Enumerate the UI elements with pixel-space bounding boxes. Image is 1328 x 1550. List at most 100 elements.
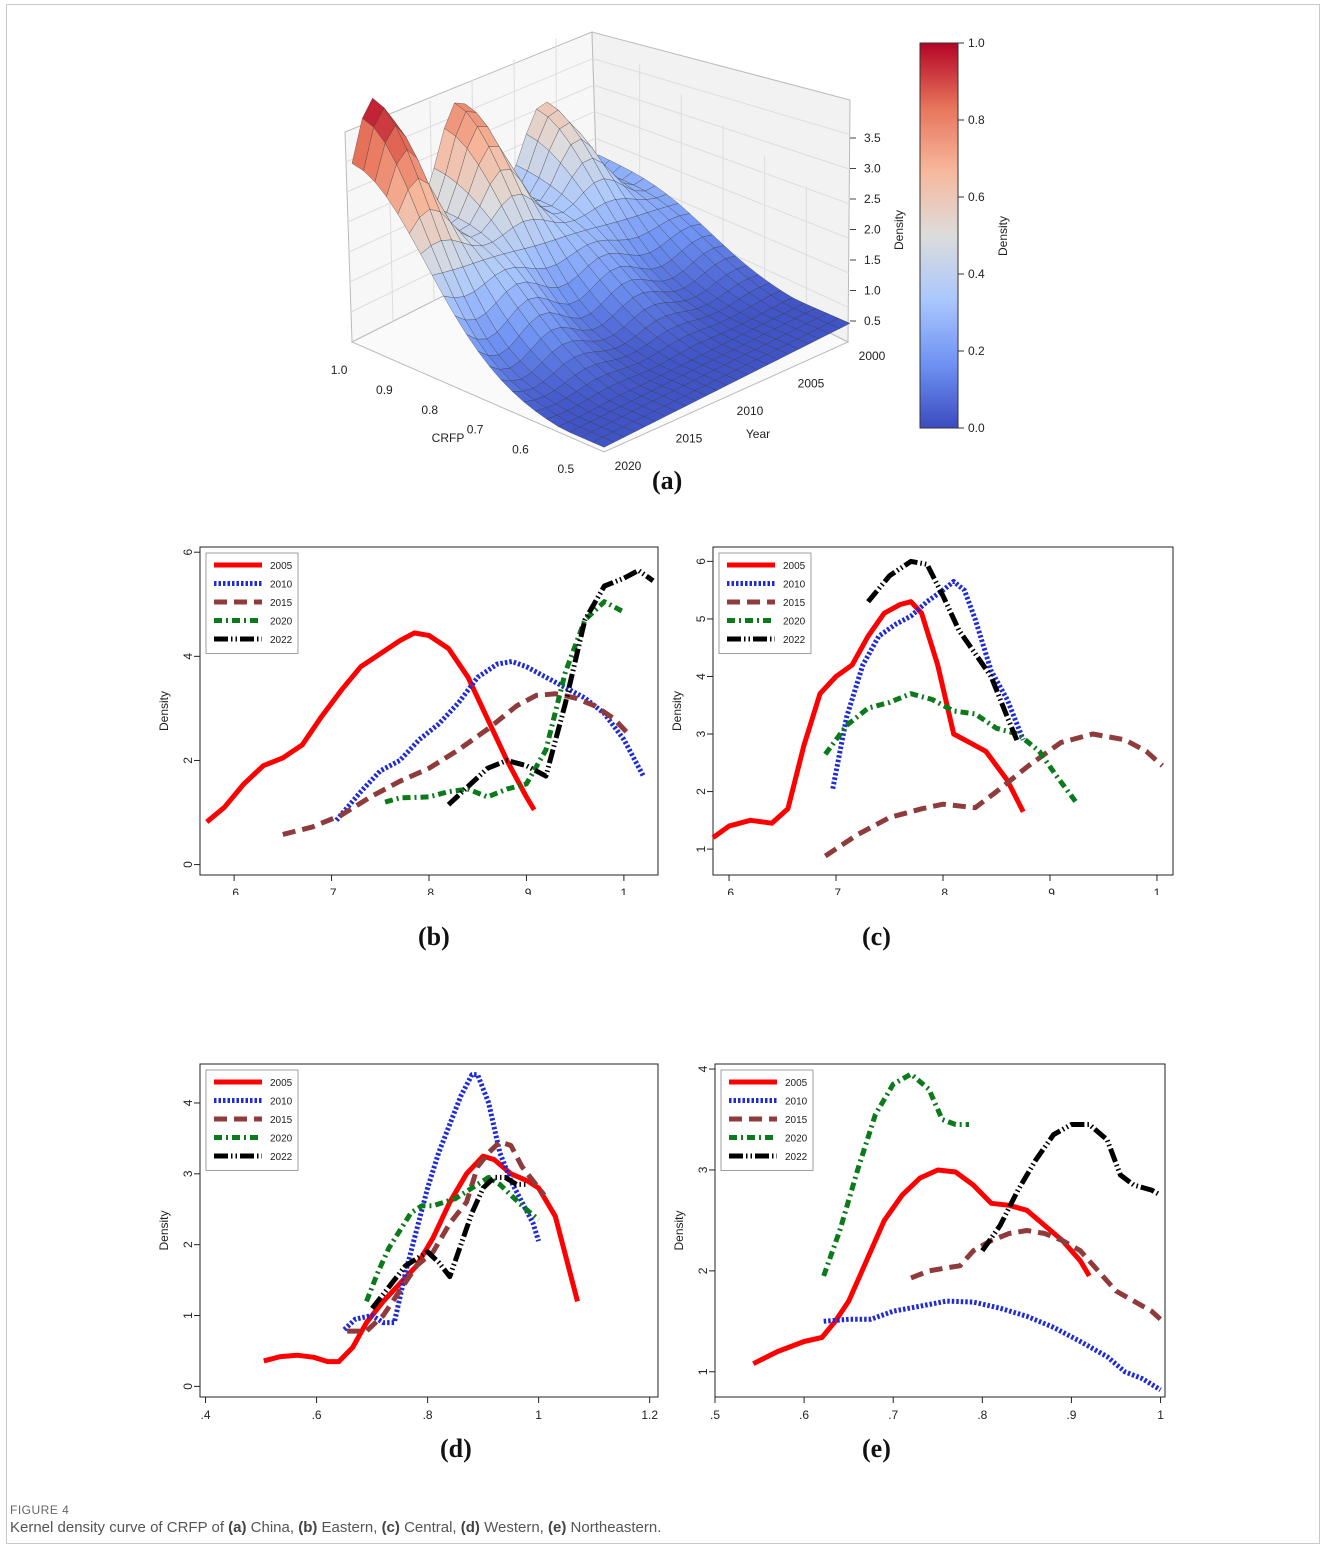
panel-label-b: (b) [418,922,450,951]
series-line-2020 [823,691,1079,805]
y-tick-label: 1 [696,1368,710,1375]
x-tick-label: .6 [799,1408,809,1422]
x-tick-label: 0.7 [467,423,484,437]
x-tick-label: 0.5 [557,462,574,476]
x-tick-label: 1.0 [331,363,348,377]
series-line-2010 [342,1072,541,1332]
x-tick-label: .9 [521,886,531,895]
caption-part: (b) [298,1519,318,1536]
x-tick-label: .6 [724,886,734,895]
series-line-2015 [910,1228,1163,1322]
y-tick-label: 0 [181,1383,195,1390]
figure-frame [6,4,1320,1544]
series-line-2022 [980,1122,1162,1253]
x-tick-label: .7 [831,886,841,895]
x-tick-label: .5 [710,1408,720,1422]
x-tick-label: .6 [229,886,239,895]
legend-label: 2020 [270,617,293,628]
chart-e-northeastern: .5 .6 .7 .8 .9 1 1 2 3 4 Density 2005 2010 2015 2020 20… [672,1063,1166,1422]
legend-label: 2020 [270,1134,293,1145]
y-tick-label: 3 [696,1166,710,1173]
surface-facet [591,436,615,448]
series-line-2005 [205,630,537,824]
caption-part: China, [246,1519,299,1536]
series-line-2005 [711,599,1026,840]
y-tick-label: 6 [181,549,195,556]
z-tick-label: 3.0 [864,162,881,176]
figure-caption: Kernel density curve of CRFP of (a) Chin… [10,1519,661,1536]
y-tick-label: 2 [181,1241,195,1248]
caption-part: Kernel density curve of CRFP of [10,1519,229,1536]
legend-label: 2020 [785,1134,808,1145]
series-line-2010 [823,1298,1162,1393]
series-line-2005 [752,1167,1092,1366]
chart-b-eastern: .6 .7 .8 .9 1 0 2 4 6 Density 2005 2010 2015 2020 2022 [157,546,659,895]
x-tick-label: .8 [424,886,434,895]
caption-part: (d) [460,1519,480,1536]
legend-label: 2015 [783,598,806,609]
legend-label: 2022 [270,635,293,646]
y-axis-label: Density [672,1210,686,1250]
y-tick-label: 4 [181,653,195,660]
x-tick-label: .7 [327,886,337,895]
series-line-2020 [821,1071,969,1277]
legend-label: 2015 [270,598,293,609]
y-tick-label: 3 [694,730,708,737]
x-tick-label: 1 [621,886,628,895]
y-tick-label: 1 [694,845,708,852]
x-tick-label: .7 [888,1408,898,1422]
colorbar-tick-label: 0.4 [968,267,985,281]
x-tick-label: 0.6 [512,442,529,456]
z-tick-label: 2.0 [864,223,881,237]
z-tick-label: 2.5 [864,192,881,206]
caption-part: Northeastern. [566,1519,662,1536]
y-tick-label: 4 [694,673,708,680]
grid-line [595,137,850,239]
legend-label: 2005 [785,1078,808,1089]
legend-label: 2015 [270,1115,293,1126]
y-tick-label: 2000 [859,349,886,363]
legend-label: 2005 [270,561,293,572]
z-tick-label: 1.5 [864,253,881,267]
legend-label: 2010 [785,1097,808,1108]
y-axis-label: Density [157,1210,171,1250]
y-tick-label: 2 [694,788,708,795]
legend-label: 2005 [270,1078,293,1089]
y-tick-label: 4 [181,1099,195,1106]
colorbar-tick-label: 0.8 [968,113,985,127]
x-tick-label: .8 [977,1408,987,1422]
legend-label: 2005 [783,561,806,572]
series-line-2015 [347,1139,547,1334]
series-line-2015 [282,691,631,837]
x-tick-label: .9 [1066,1408,1076,1422]
series-line-2022 [446,567,655,807]
colorbar-label: Density [996,216,1010,256]
y-tick-label: 2020 [615,459,642,473]
y-tick-label: 2015 [676,432,703,446]
panel-label-a: (a) [652,466,683,495]
legend-label: 2022 [270,1152,293,1163]
y-tick-label: 1 [181,1312,195,1319]
y-tick-label: 0 [181,861,195,868]
figure-label: FIGURE 4 [10,1503,70,1517]
x-tick-label: .8 [423,1408,433,1422]
x-tick-label: .4 [201,1408,211,1422]
colorbar [919,42,959,429]
legend-label: 2010 [783,580,806,591]
caption-part: Eastern, [317,1519,382,1536]
grid-line [593,84,850,170]
panel-label-e: (e) [862,1434,891,1463]
series-line-2015 [823,731,1164,859]
caption-part: Western, [479,1519,549,1536]
y-tick-label: 2010 [737,404,764,418]
z-tick-label: 3.5 [864,131,881,145]
grid-line [592,58,850,136]
y-tick-label: 4 [696,1065,710,1072]
x-tick-label: .9 [1045,886,1055,895]
colorbar-tick-label: 0.6 [968,190,985,204]
z-tick-label: 1.0 [864,284,881,298]
legend-label: 2022 [785,1152,808,1163]
y-axis-label: Year [746,427,770,441]
colorbar-tick-label: 0.2 [968,344,985,358]
caption-part: (a) [228,1519,247,1536]
